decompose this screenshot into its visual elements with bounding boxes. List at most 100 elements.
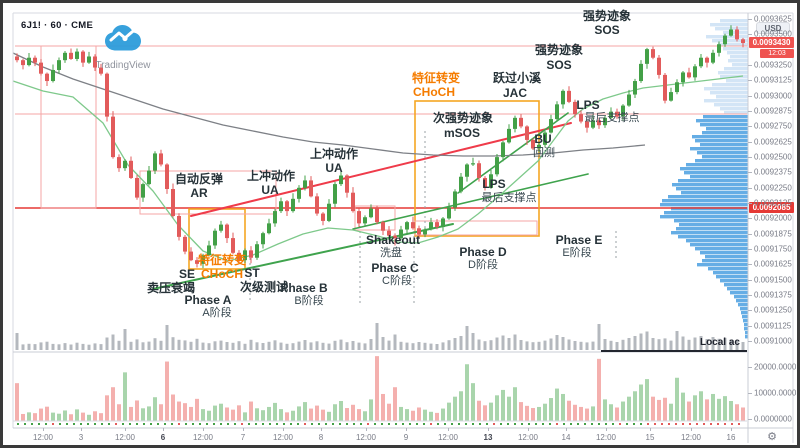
time-axis-label: 12:00: [114, 433, 136, 442]
axis-tick: [748, 295, 752, 296]
axis-tick: [321, 428, 322, 431]
axis-tick: [748, 65, 752, 66]
annotation-label: SE: [178, 267, 196, 281]
annotation-label: LPS: [482, 177, 506, 191]
time-axis-label: 15: [645, 433, 655, 442]
axis-tick: [406, 428, 407, 431]
time-axis-label: 12:00: [595, 433, 617, 442]
axis-tick: [748, 419, 752, 420]
price-axis-label: 0.0091875: [754, 229, 792, 239]
annotation-label: Phase B: [280, 281, 328, 295]
time-axis-label: 6: [160, 433, 166, 442]
annotation-label: BU: [534, 132, 552, 146]
time-axis-label: 12:00: [437, 433, 459, 442]
settings-gear-icon[interactable]: ⚙: [767, 431, 777, 443]
time-axis-label: 8: [318, 433, 324, 442]
axis-tick: [748, 326, 752, 327]
price-axis-label: 0.0092125: [754, 198, 792, 208]
axis-tick: [748, 310, 752, 311]
axis-tick: [243, 428, 244, 431]
bar-countdown: 12:03: [760, 49, 794, 58]
axis-tick: [748, 80, 752, 81]
axis-tick: [566, 428, 567, 431]
axis-tick: [748, 280, 752, 281]
annotation-label: 跃过小溪: [492, 71, 542, 85]
axis-tick: [650, 428, 651, 431]
annotation-label: mSOS: [443, 126, 481, 140]
annotation-label: 强势迹象: [534, 43, 584, 57]
price-axis-label: 0.0091375: [754, 290, 792, 300]
time-axis-label: 9: [403, 433, 409, 442]
price-axis-label: 0.0093500: [754, 29, 792, 39]
annotation-label: SOS: [594, 23, 620, 37]
annotation-label: LPS: [576, 98, 600, 112]
axis-tick: [748, 19, 752, 20]
axis-tick: [748, 172, 752, 173]
annotation-label: C阶段: [382, 275, 412, 287]
price-line-marker: 0.0092085: [749, 202, 794, 213]
axis-tick: [748, 157, 752, 158]
local-accumulation-label: Local ac: [699, 337, 740, 348]
axis-tick: [748, 126, 752, 127]
price-axis-label: 20000.0000: [754, 362, 797, 372]
price-axis-label: 0.0092250: [754, 183, 792, 193]
annotation-label: SOS: [546, 58, 572, 72]
annotation-label: 次级测试: [239, 280, 289, 294]
annotation-label: Phase D: [459, 245, 507, 259]
annotation-label: 特征转变: [411, 71, 461, 85]
axis-tick: [748, 218, 752, 219]
annotation-label: Phase C: [371, 261, 419, 275]
price-axis-label: 10000.0000: [754, 388, 797, 398]
price-axis-label: 0.0092625: [754, 137, 792, 147]
symbol-title: 6J1! · 60 · CME: [21, 20, 94, 31]
price-axis-label: 0.0091250: [754, 305, 792, 315]
chart-canvas[interactable]: [3, 3, 800, 448]
axis-tick: [731, 428, 732, 431]
axis-tick: [81, 428, 82, 431]
watermark: TradingView: [87, 23, 159, 71]
annotation-label: ST: [244, 266, 260, 280]
axis-tick: [366, 428, 367, 431]
time-axis-label: 12:00: [192, 433, 214, 442]
currency-badge: USD: [756, 22, 790, 34]
axis-tick: [488, 428, 489, 431]
price-axis-label: 0.0093125: [754, 75, 792, 85]
axis-tick: [283, 428, 284, 431]
axis-tick: [125, 428, 126, 431]
annotation-label: 回测: [533, 147, 555, 159]
price-axis-label: 0.0091125: [754, 321, 792, 331]
annotation-label: UA: [261, 183, 279, 197]
axis-tick: [748, 249, 752, 250]
price-axis-label: 0.0093625: [754, 14, 792, 24]
annotation-label: CHoCH: [413, 85, 455, 99]
annotation-label: E阶段: [562, 247, 592, 259]
price-axis-label: 0.0091750: [754, 244, 792, 254]
tradingview-logo-icon: [105, 25, 141, 51]
time-axis-label: 12:00: [355, 433, 377, 442]
annotation-label: 次强势迹象: [432, 111, 494, 125]
axis-tick: [748, 203, 752, 204]
axis-tick: [748, 393, 752, 394]
annotation-label: 最后支撑点: [481, 192, 537, 204]
price-axis-label: 0.0092000: [754, 213, 792, 223]
annotation-label: JAC: [502, 86, 528, 100]
axis-tick: [528, 428, 529, 431]
axis-tick: [748, 34, 752, 35]
annotation-label: 最后支撑点: [584, 112, 640, 124]
axis-tick: [43, 428, 44, 431]
watermark-text: TradingView: [95, 60, 151, 71]
annotation-label: B阶段: [294, 295, 324, 307]
time-axis-label: 12:00: [680, 433, 702, 442]
time-axis-label: 12:00: [32, 433, 54, 442]
axis-tick: [748, 142, 752, 143]
axis-tick: [748, 234, 752, 235]
annotation-label: CHoCH: [201, 267, 243, 281]
price-axis-label: 0.0092750: [754, 121, 792, 131]
price-axis-label: 0.0093250: [754, 60, 792, 70]
annotation-label: A阶段: [202, 307, 232, 319]
axis-tick: [163, 428, 164, 431]
current-price-marker: 0.0093430: [749, 37, 794, 48]
axis-tick: [448, 428, 449, 431]
annotation-label: D阶段: [468, 259, 498, 271]
